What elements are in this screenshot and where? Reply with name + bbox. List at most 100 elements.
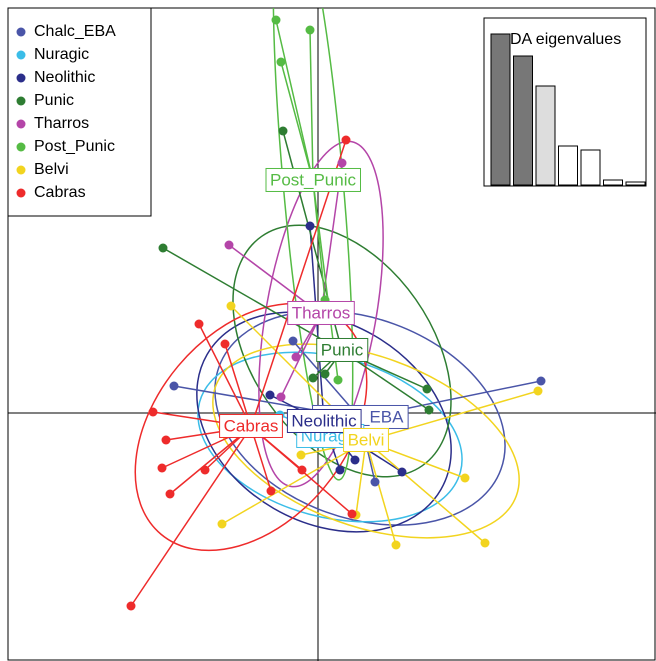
link-line [221, 440, 367, 525]
group-label: Neolithic [286, 408, 362, 433]
point [291, 352, 301, 362]
legend-swatch [16, 27, 26, 37]
link-line [365, 440, 486, 544]
legend-label: Chalc_EBA [34, 23, 116, 40]
link-line [355, 440, 367, 516]
point [341, 135, 351, 145]
label-box [287, 300, 355, 325]
point [333, 375, 343, 385]
point [271, 15, 281, 25]
legend-swatch [16, 142, 26, 152]
point [460, 473, 470, 483]
point [169, 381, 179, 391]
point [305, 25, 315, 35]
point [265, 390, 275, 400]
group-label: Cabras [219, 413, 283, 438]
link-line [198, 323, 252, 428]
link-line [280, 61, 314, 182]
link-line [365, 390, 539, 442]
inset-title: DA eigenvalues [510, 31, 621, 48]
legend-swatch [16, 188, 26, 198]
point [126, 601, 136, 611]
point [157, 463, 167, 473]
point [161, 435, 171, 445]
point [391, 540, 401, 550]
legend-label: Tharros [34, 115, 89, 132]
ellipse [214, 310, 506, 526]
bar [603, 179, 623, 186]
point [480, 538, 490, 548]
point [224, 240, 234, 250]
legend-box [7, 7, 152, 217]
point [337, 158, 347, 168]
legend-swatch [16, 73, 26, 83]
point [158, 243, 168, 253]
ellipse [212, 343, 520, 539]
eigenvalue-inset: DA eigenvalues [483, 17, 647, 187]
point [397, 467, 407, 477]
point [217, 519, 227, 529]
plot-area: Chalc_EBA Nuragic Neolithic Punic Tharros Pos… [8, 8, 656, 661]
point [422, 384, 432, 394]
label-box [265, 167, 361, 192]
link-line [309, 29, 314, 182]
point [194, 319, 204, 329]
label-box [286, 408, 362, 433]
label-box [316, 337, 369, 362]
legend-label: Punic [34, 92, 74, 109]
group-label-text: Post_Punic [270, 170, 356, 189]
legend-label: Belvi [34, 161, 69, 178]
legend-swatch [16, 165, 26, 175]
group-label: Belvi [343, 427, 389, 452]
link-line [224, 343, 252, 428]
group-label-text: Tharros [292, 303, 351, 322]
point [165, 489, 175, 499]
legend-swatch [16, 50, 26, 60]
point [266, 486, 276, 496]
point [276, 392, 286, 402]
bar [580, 149, 601, 186]
point [148, 407, 158, 417]
point [226, 301, 236, 311]
point [424, 405, 434, 415]
overlay: Chalc_EBA Nuragic Neolithic Punic Tharros Pos… [7, 7, 647, 217]
label-box [219, 413, 283, 438]
group-label: Post_Punic [265, 167, 361, 192]
link-line [130, 426, 252, 607]
legend: Chalc_EBA Nuragic Neolithic Punic Tharros Pos… [7, 7, 152, 217]
point [200, 465, 210, 475]
point [308, 373, 318, 383]
bar [535, 85, 556, 186]
legend-label: Cabras [34, 184, 86, 201]
ellipse [196, 311, 452, 533]
point [297, 465, 307, 475]
point [536, 376, 546, 386]
group-label-text: Punic [321, 340, 364, 359]
link-line [280, 313, 322, 398]
legend-swatch [16, 119, 26, 129]
point [320, 369, 330, 379]
label-box [343, 427, 389, 452]
group-label: Tharros [287, 300, 355, 325]
link-line [365, 440, 397, 546]
point [350, 455, 360, 465]
link-line [169, 426, 252, 495]
group-label: Punic [316, 337, 369, 362]
point [370, 477, 380, 487]
point [276, 57, 286, 67]
point [533, 386, 543, 396]
legend-label: Neolithic [34, 69, 95, 86]
link-line [275, 19, 314, 182]
legend-label: Nuragic [34, 46, 89, 63]
point [220, 339, 230, 349]
bar [490, 33, 511, 186]
group-label-text: Belvi [348, 430, 385, 449]
legend-label: Post_Punic [34, 138, 115, 155]
group-label-text: Neolithic [291, 411, 357, 430]
bar [625, 181, 646, 186]
legend-swatch [16, 96, 26, 106]
point [305, 221, 315, 231]
ellipse [258, 140, 384, 488]
